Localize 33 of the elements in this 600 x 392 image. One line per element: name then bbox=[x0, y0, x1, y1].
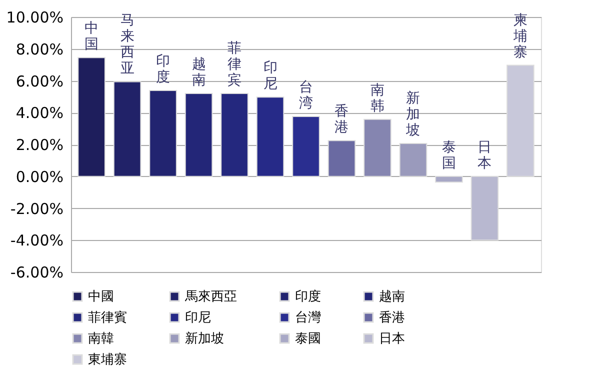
legend-label: 泰國 bbox=[295, 332, 321, 346]
y-tick-label: 0.00% bbox=[16, 168, 64, 186]
x-tick-label: 柬埔寨 bbox=[512, 12, 528, 60]
x-tick-label: 中国 bbox=[84, 20, 99, 53]
x-tick-label: 新加坡 bbox=[405, 90, 420, 139]
y-tick-label: -2.00% bbox=[10, 200, 64, 218]
x-tick-label: 菲律宾 bbox=[228, 40, 242, 88]
legend-label: 中國 bbox=[88, 290, 114, 305]
x-tick-label: 马来西亚 bbox=[120, 12, 134, 77]
x-tick-label: 泰国 bbox=[442, 139, 456, 172]
y-tick-label: -6.00% bbox=[10, 264, 64, 282]
legend-label: 印度 bbox=[295, 288, 321, 305]
legend-label: 南韓 bbox=[88, 332, 114, 346]
y-tick-label: -4.00% bbox=[10, 232, 64, 250]
x-tick-label: 印度 bbox=[156, 53, 170, 86]
legend-label: 印尼 bbox=[185, 310, 211, 326]
legend-label: 香港 bbox=[379, 310, 405, 326]
legend-label: 越南 bbox=[379, 290, 405, 305]
legend-label: 東埔寨 bbox=[88, 352, 127, 368]
y-tick-label: 2.00% bbox=[16, 136, 64, 154]
y-tick-label: 8.00% bbox=[16, 40, 64, 58]
legend-label: 菲律賓 bbox=[88, 310, 127, 326]
x-tick-label: 南韩 bbox=[370, 82, 384, 114]
legend-label: 馬來西亞 bbox=[184, 290, 237, 305]
y-tick-label: 6.00% bbox=[16, 72, 64, 90]
x-tick-label: 越南 bbox=[192, 56, 206, 88]
x-tick-label: 台湾 bbox=[299, 79, 313, 112]
x-tick-label: 印尼 bbox=[263, 60, 278, 92]
legend-label: 新加坡 bbox=[185, 332, 224, 346]
y-tick-label: 10.00% bbox=[6, 8, 64, 26]
y-tick-label: 4.00% bbox=[16, 104, 64, 122]
legend-label: 台灣 bbox=[295, 310, 321, 326]
legend-label: 日本 bbox=[379, 332, 405, 346]
